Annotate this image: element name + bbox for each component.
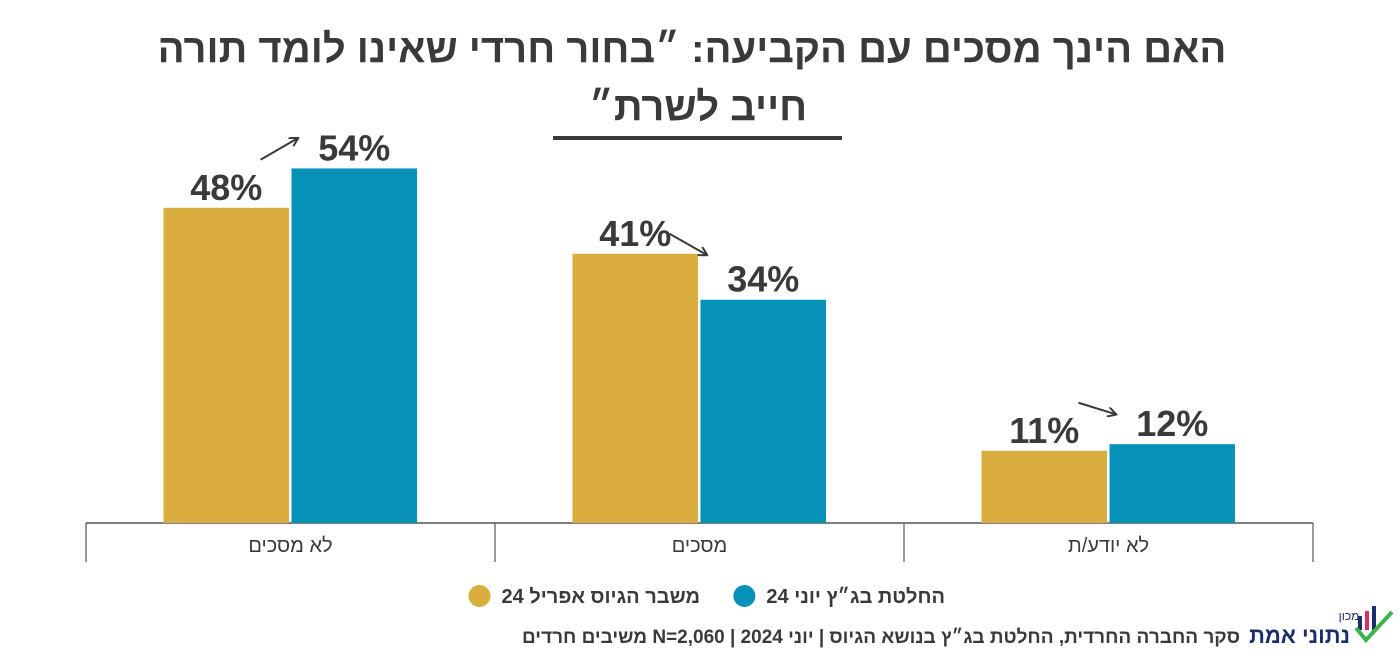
change-arrow	[1078, 401, 1116, 414]
legend-swatch	[468, 585, 491, 607]
chart-title: האם הינך מסכים עם הקביעה: ״בחור חרדי שאי…	[158, 27, 1227, 71]
bar	[163, 207, 289, 524]
bar	[572, 253, 698, 523]
legend-swatch	[733, 585, 756, 607]
logo-icon	[1354, 606, 1394, 644]
value-label: 11%	[1009, 410, 1079, 451]
logo-small: מכון	[1339, 609, 1360, 623]
x-tick-label: לא יודע/ת	[1068, 535, 1149, 557]
bar	[700, 299, 826, 523]
bar	[981, 450, 1107, 523]
value-label: 48%	[190, 167, 262, 208]
legend-label: משבר הגיוס אפריל 24	[502, 586, 700, 608]
x-tick-label: לא מסכים	[248, 535, 332, 557]
value-label: 41%	[599, 213, 671, 254]
source-note: סקר החברה החרדית, החלטת בג״ץ בנושא הגיוס…	[522, 627, 1240, 648]
logo-name: נתוני אמת	[1249, 623, 1350, 648]
legend-label: החלטת בג״ץ יוני 24	[766, 586, 945, 608]
change-arrow	[669, 232, 707, 255]
bar	[291, 168, 417, 523]
bar	[1109, 444, 1235, 523]
change-arrow	[259, 138, 298, 161]
value-label: 54%	[318, 127, 390, 168]
x-tick-label: מסכים	[672, 535, 728, 557]
chart-title: חייב לשרת״	[589, 85, 807, 129]
value-label: 12%	[1136, 403, 1208, 444]
value-label: 34%	[727, 259, 799, 300]
